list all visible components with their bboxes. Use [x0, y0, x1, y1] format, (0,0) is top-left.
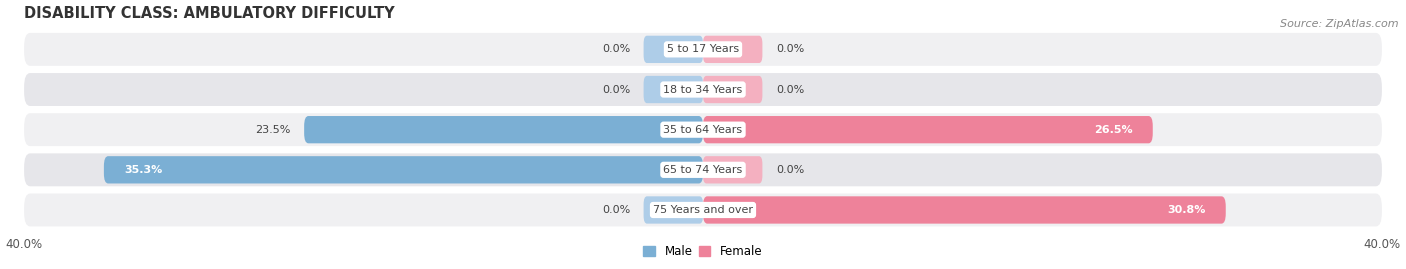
Text: 23.5%: 23.5%: [256, 125, 291, 135]
FancyBboxPatch shape: [24, 193, 1382, 226]
Text: 0.0%: 0.0%: [776, 165, 804, 175]
FancyBboxPatch shape: [703, 116, 1153, 143]
FancyBboxPatch shape: [703, 196, 1226, 224]
FancyBboxPatch shape: [24, 153, 1382, 186]
Text: 35 to 64 Years: 35 to 64 Years: [664, 125, 742, 135]
Text: Source: ZipAtlas.com: Source: ZipAtlas.com: [1281, 19, 1399, 29]
Text: 5 to 17 Years: 5 to 17 Years: [666, 44, 740, 54]
Text: 18 to 34 Years: 18 to 34 Years: [664, 84, 742, 94]
FancyBboxPatch shape: [104, 156, 703, 183]
Text: 0.0%: 0.0%: [602, 44, 630, 54]
FancyBboxPatch shape: [644, 36, 703, 63]
FancyBboxPatch shape: [703, 156, 762, 183]
FancyBboxPatch shape: [24, 73, 1382, 106]
Text: 35.3%: 35.3%: [124, 165, 163, 175]
Text: 75 Years and over: 75 Years and over: [652, 205, 754, 215]
FancyBboxPatch shape: [703, 36, 762, 63]
Legend: Male, Female: Male, Female: [638, 240, 768, 263]
Text: 0.0%: 0.0%: [602, 205, 630, 215]
Text: 30.8%: 30.8%: [1167, 205, 1205, 215]
FancyBboxPatch shape: [644, 196, 703, 224]
Text: 0.0%: 0.0%: [776, 44, 804, 54]
FancyBboxPatch shape: [24, 33, 1382, 66]
Text: DISABILITY CLASS: AMBULATORY DIFFICULTY: DISABILITY CLASS: AMBULATORY DIFFICULTY: [24, 6, 395, 20]
Text: 65 to 74 Years: 65 to 74 Years: [664, 165, 742, 175]
Text: 0.0%: 0.0%: [776, 84, 804, 94]
FancyBboxPatch shape: [304, 116, 703, 143]
FancyBboxPatch shape: [24, 113, 1382, 146]
FancyBboxPatch shape: [644, 76, 703, 103]
Text: 0.0%: 0.0%: [602, 84, 630, 94]
Text: 26.5%: 26.5%: [1094, 125, 1132, 135]
FancyBboxPatch shape: [703, 76, 762, 103]
